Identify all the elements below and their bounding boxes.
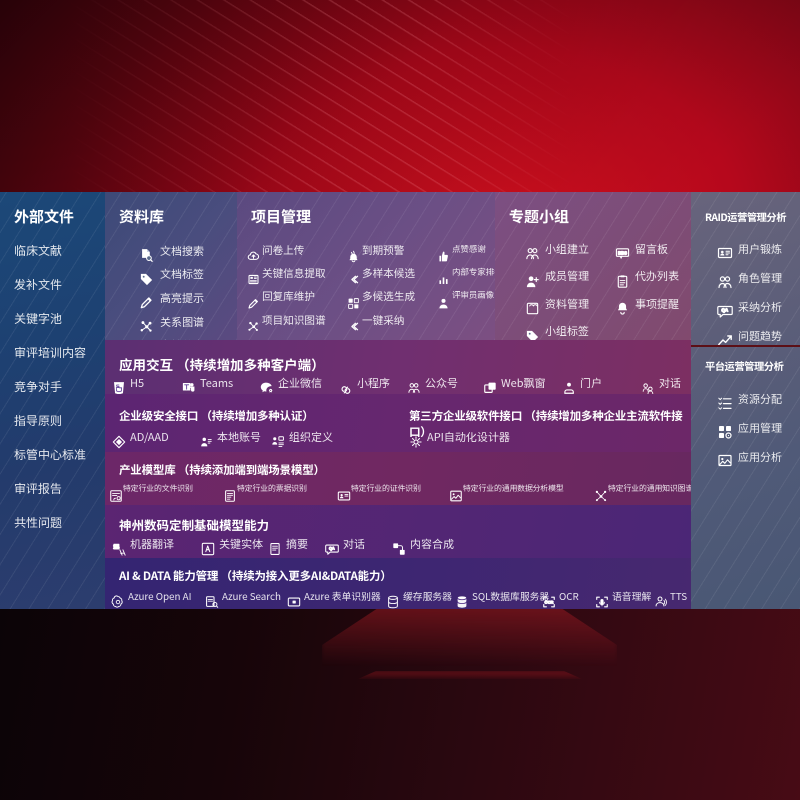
svg-text:BBS: BBS — [618, 250, 627, 255]
svg-text:QA: QA — [722, 308, 729, 313]
svg-text:QA: QA — [329, 547, 335, 551]
svg-text:OCR: OCR — [545, 600, 554, 605]
svg-text:文A: 文A — [113, 544, 119, 549]
svg-text:≡: ≡ — [293, 599, 296, 604]
